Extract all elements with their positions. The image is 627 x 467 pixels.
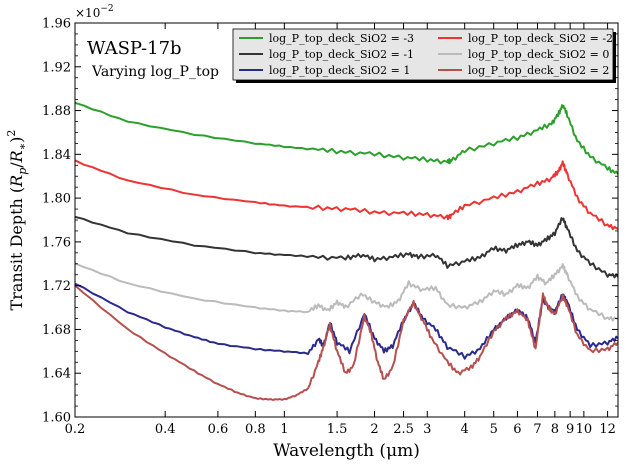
x-tick-label-5: 1.5 (327, 422, 348, 437)
chart-title: WASP-17b (87, 38, 182, 59)
y-label-main: Transit Depth (7, 193, 26, 310)
ticks-layer: 0.2 0.4 0.6 0.8 1 1.5 2 2.5 3 4 5 6 7 8 9 10 12 1.60 1.64 1… (42, 17, 618, 437)
y-label-paren-close: ) (7, 137, 26, 143)
x-tick-label-13: 8 (551, 422, 559, 437)
series-line-4 (75, 282, 618, 360)
x-tick-label-9: 4 (461, 422, 469, 437)
y-label-rs: R (7, 150, 26, 163)
x-tick-label-12: 7 (533, 422, 541, 437)
x-tick-label-2: 0.6 (208, 422, 229, 437)
y-label-rp: R (7, 175, 26, 188)
y-tick-label-3: 1.72 (42, 279, 71, 294)
x-tick-label-11: 6 (513, 422, 521, 437)
series-line-5 (75, 284, 618, 402)
x-tick-label-8: 3 (423, 422, 431, 437)
y-multiplier-exponent: −2 (100, 4, 113, 14)
y-tick-label-8: 1.92 (42, 60, 71, 75)
legend-label-5: log_P_top_deck_SiO2 = 2 (468, 64, 609, 77)
y-tick-label-2: 1.68 (42, 323, 71, 338)
series-line-0 (75, 101, 618, 175)
x-tick-label-4: 1 (280, 422, 288, 437)
y-label-rp-sub: p (16, 168, 29, 175)
y-tick-label-4: 1.76 (42, 235, 71, 250)
legend-box (232, 28, 614, 81)
x-tick-label-6: 2 (370, 422, 378, 437)
series-line-2 (75, 215, 618, 279)
series-line-3 (75, 262, 618, 322)
x-tick-label-1: 0.4 (155, 422, 176, 437)
y-tick-label-1: 1.64 (42, 367, 71, 382)
x-tick-label-3: 0.8 (245, 422, 266, 437)
legend-label-0: log_P_top_deck_SiO2 = -3 (269, 32, 414, 45)
y-multiplier-base: ×10 (75, 6, 100, 20)
legend-items: log_P_top_deck_SiO2 = -3 log_P_top_deck_S… (239, 32, 613, 77)
x-tick-label-7: 2.5 (393, 422, 414, 437)
y-tick-label-9: 1.96 (42, 17, 71, 32)
y-axis-multiplier: ×10−2 (75, 4, 114, 20)
x-tick-label-16: 12 (599, 422, 616, 437)
legend-label-2: log_P_top_deck_SiO2 = -1 (269, 48, 414, 61)
y-label-slash: / (7, 162, 26, 168)
y-tick-label-5: 1.80 (42, 192, 71, 207)
x-tick-label-10: 5 (490, 422, 498, 437)
x-tick-label-0: 0.2 (65, 422, 86, 437)
series-layer (75, 101, 618, 402)
y-tick-label-6: 1.84 (42, 148, 71, 163)
y-tick-label-7: 1.88 (42, 104, 71, 119)
y-label-paren-open: ( (7, 187, 26, 193)
y-tick-label-0: 1.60 (42, 411, 71, 426)
x-tick-label-14: 9 (566, 422, 574, 437)
x-tick-label-15: 10 (576, 422, 593, 437)
legend-label-3: log_P_top_deck_SiO2 = 0 (468, 48, 609, 61)
legend-label-1: log_P_top_deck_SiO2 = -2 (468, 32, 613, 45)
y-label-square: 2 (5, 130, 18, 137)
series-line-1 (75, 159, 618, 231)
legend-label-4: log_P_top_deck_SiO2 = 1 (269, 64, 410, 77)
chart-subtitle: Varying log_P_top (91, 64, 219, 80)
legend: log_P_top_deck_SiO2 = -3 log_P_top_deck_S… (232, 28, 616, 83)
x-axis-label: Wavelength (μm) (273, 441, 420, 461)
y-axis-label: Transit Depth (Rp/R∗)2 (5, 130, 29, 311)
y-label-rs-sub: ∗ (16, 143, 29, 150)
